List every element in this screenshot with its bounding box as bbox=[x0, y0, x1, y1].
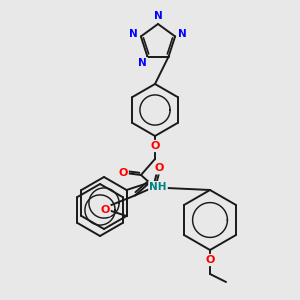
Text: O: O bbox=[150, 141, 160, 151]
Text: NH: NH bbox=[149, 182, 167, 192]
Text: N: N bbox=[138, 58, 147, 68]
Text: N: N bbox=[154, 11, 162, 21]
Text: O: O bbox=[205, 255, 215, 265]
Text: N: N bbox=[178, 29, 187, 39]
Text: N: N bbox=[129, 29, 138, 39]
Text: O: O bbox=[154, 164, 164, 173]
Text: O: O bbox=[100, 206, 110, 215]
Text: O: O bbox=[118, 168, 128, 178]
